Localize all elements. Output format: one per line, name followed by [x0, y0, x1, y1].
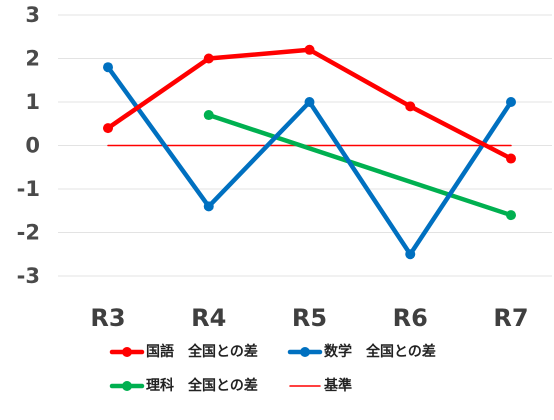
- y-tick-label: -3: [17, 264, 40, 288]
- data-point: [304, 97, 315, 107]
- data-point: [203, 53, 214, 64]
- x-axis-ticks: R3 R4 R5 R6 R7: [90, 304, 528, 332]
- x-tick-label: R4: [191, 304, 226, 332]
- y-axis-ticks: 3 2 1 0 -1 -2 -3: [17, 3, 40, 288]
- y-tick-label: -1: [17, 177, 40, 201]
- legend-label: 国語 全国との差: [146, 343, 258, 360]
- series-layer: [103, 44, 516, 260]
- x-tick-label: R5: [292, 304, 327, 332]
- data-point: [304, 44, 315, 55]
- series-line-2: [105, 64, 514, 257]
- data-point: [203, 110, 214, 121]
- data-point: [203, 201, 214, 212]
- legend-swatch-marker: [300, 347, 310, 357]
- y-tick-label: -2: [17, 221, 40, 245]
- y-tick-label: 1: [25, 90, 40, 114]
- x-tick-label: R7: [493, 304, 528, 332]
- data-point: [103, 123, 113, 134]
- x-tick-label: R3: [90, 304, 125, 332]
- data-point: [405, 101, 416, 112]
- series-line-3: [206, 112, 514, 218]
- legend-label: 理科 全国との差: [146, 377, 258, 394]
- data-point: [506, 153, 516, 164]
- y-tick-label: 0: [25, 134, 40, 158]
- legend-swatch-marker: [122, 381, 132, 391]
- legend-label: 数学 全国との差: [324, 343, 436, 360]
- legend-swatch-marker: [122, 347, 132, 357]
- legend-label: 基準: [324, 377, 352, 394]
- data-point: [506, 97, 516, 107]
- y-tick-label: 2: [25, 47, 40, 71]
- data-point: [405, 249, 416, 260]
- y-tick-label: 3: [25, 3, 40, 27]
- data-point: [506, 210, 516, 221]
- x-tick-label: R6: [393, 304, 428, 332]
- data-point: [103, 62, 113, 73]
